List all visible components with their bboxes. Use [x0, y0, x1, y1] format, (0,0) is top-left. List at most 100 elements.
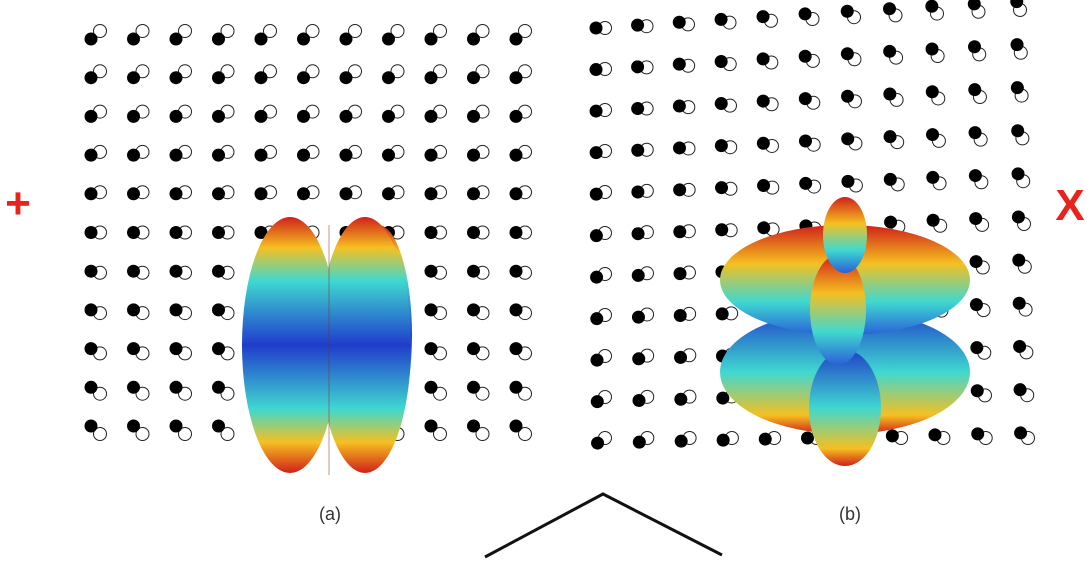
dot — [467, 149, 480, 162]
dot — [297, 110, 310, 123]
dot — [212, 342, 225, 355]
dot — [757, 10, 770, 23]
dot — [757, 221, 770, 234]
dot — [631, 102, 644, 115]
dot — [127, 187, 140, 200]
dot — [255, 71, 268, 84]
dot — [340, 110, 353, 123]
dot — [85, 33, 98, 46]
dot — [127, 381, 140, 394]
dot — [127, 33, 140, 46]
dot — [1012, 167, 1025, 180]
dot — [715, 223, 728, 236]
dot — [85, 71, 98, 84]
dot — [467, 381, 480, 394]
dot — [673, 58, 686, 71]
dot — [127, 342, 140, 355]
dot — [425, 381, 438, 394]
dot — [968, 40, 981, 53]
dot — [969, 126, 982, 139]
dot — [425, 110, 438, 123]
dot — [716, 307, 729, 320]
dot — [425, 420, 438, 433]
dot — [340, 71, 353, 84]
dot — [85, 149, 98, 162]
dot — [926, 85, 939, 98]
dot — [883, 87, 896, 100]
dot — [884, 130, 897, 143]
dot — [255, 187, 268, 200]
dot — [631, 60, 644, 73]
dot — [715, 139, 728, 152]
caption-b: (b) — [839, 504, 861, 524]
dot — [841, 90, 854, 103]
dot — [510, 149, 523, 162]
dot — [212, 149, 225, 162]
dot — [127, 303, 140, 316]
dot — [757, 179, 770, 192]
dot — [971, 384, 984, 397]
left-label: + — [5, 179, 31, 228]
shape-a — [242, 217, 412, 475]
dot — [1013, 297, 1026, 310]
dot — [674, 351, 687, 364]
dot — [590, 105, 603, 118]
dot — [297, 149, 310, 162]
dot — [631, 185, 644, 198]
caption-a: (a) — [319, 504, 341, 524]
dot — [591, 395, 604, 408]
dot — [673, 183, 686, 196]
dot — [425, 187, 438, 200]
dot — [590, 22, 603, 35]
dot — [632, 269, 645, 282]
dot — [212, 420, 225, 433]
dot — [510, 265, 523, 278]
dot — [799, 50, 812, 63]
dot — [928, 428, 941, 441]
dot — [170, 265, 183, 278]
dot — [425, 33, 438, 46]
dot — [85, 265, 98, 278]
dot — [85, 187, 98, 200]
dot — [85, 342, 98, 355]
dot — [297, 187, 310, 200]
dot — [170, 381, 183, 394]
dot — [673, 100, 686, 113]
dot — [85, 381, 98, 394]
dot — [886, 429, 899, 442]
dot — [715, 13, 728, 26]
dot — [801, 432, 814, 445]
dot — [969, 212, 982, 225]
dot — [1012, 210, 1025, 223]
dot — [340, 149, 353, 162]
dot — [425, 265, 438, 278]
dot — [127, 110, 140, 123]
dot — [425, 71, 438, 84]
dot — [632, 227, 645, 240]
dot — [1011, 81, 1024, 94]
dot — [1011, 124, 1024, 137]
dot — [212, 265, 225, 278]
dot — [673, 141, 686, 154]
dot — [969, 169, 982, 182]
dot — [715, 55, 728, 68]
dot — [467, 420, 480, 433]
dot — [675, 435, 688, 448]
dot — [757, 137, 770, 150]
dot — [970, 341, 983, 354]
dot — [255, 149, 268, 162]
dot — [590, 312, 603, 325]
dot — [799, 7, 812, 20]
dot — [170, 71, 183, 84]
dot — [212, 303, 225, 316]
dot — [212, 71, 225, 84]
dot — [127, 265, 140, 278]
dot — [883, 2, 896, 15]
dot — [757, 52, 770, 65]
dot — [841, 5, 854, 18]
dot — [716, 392, 729, 405]
dot — [841, 47, 854, 60]
chevron — [485, 494, 722, 557]
dot — [926, 128, 939, 141]
dot — [467, 187, 480, 200]
